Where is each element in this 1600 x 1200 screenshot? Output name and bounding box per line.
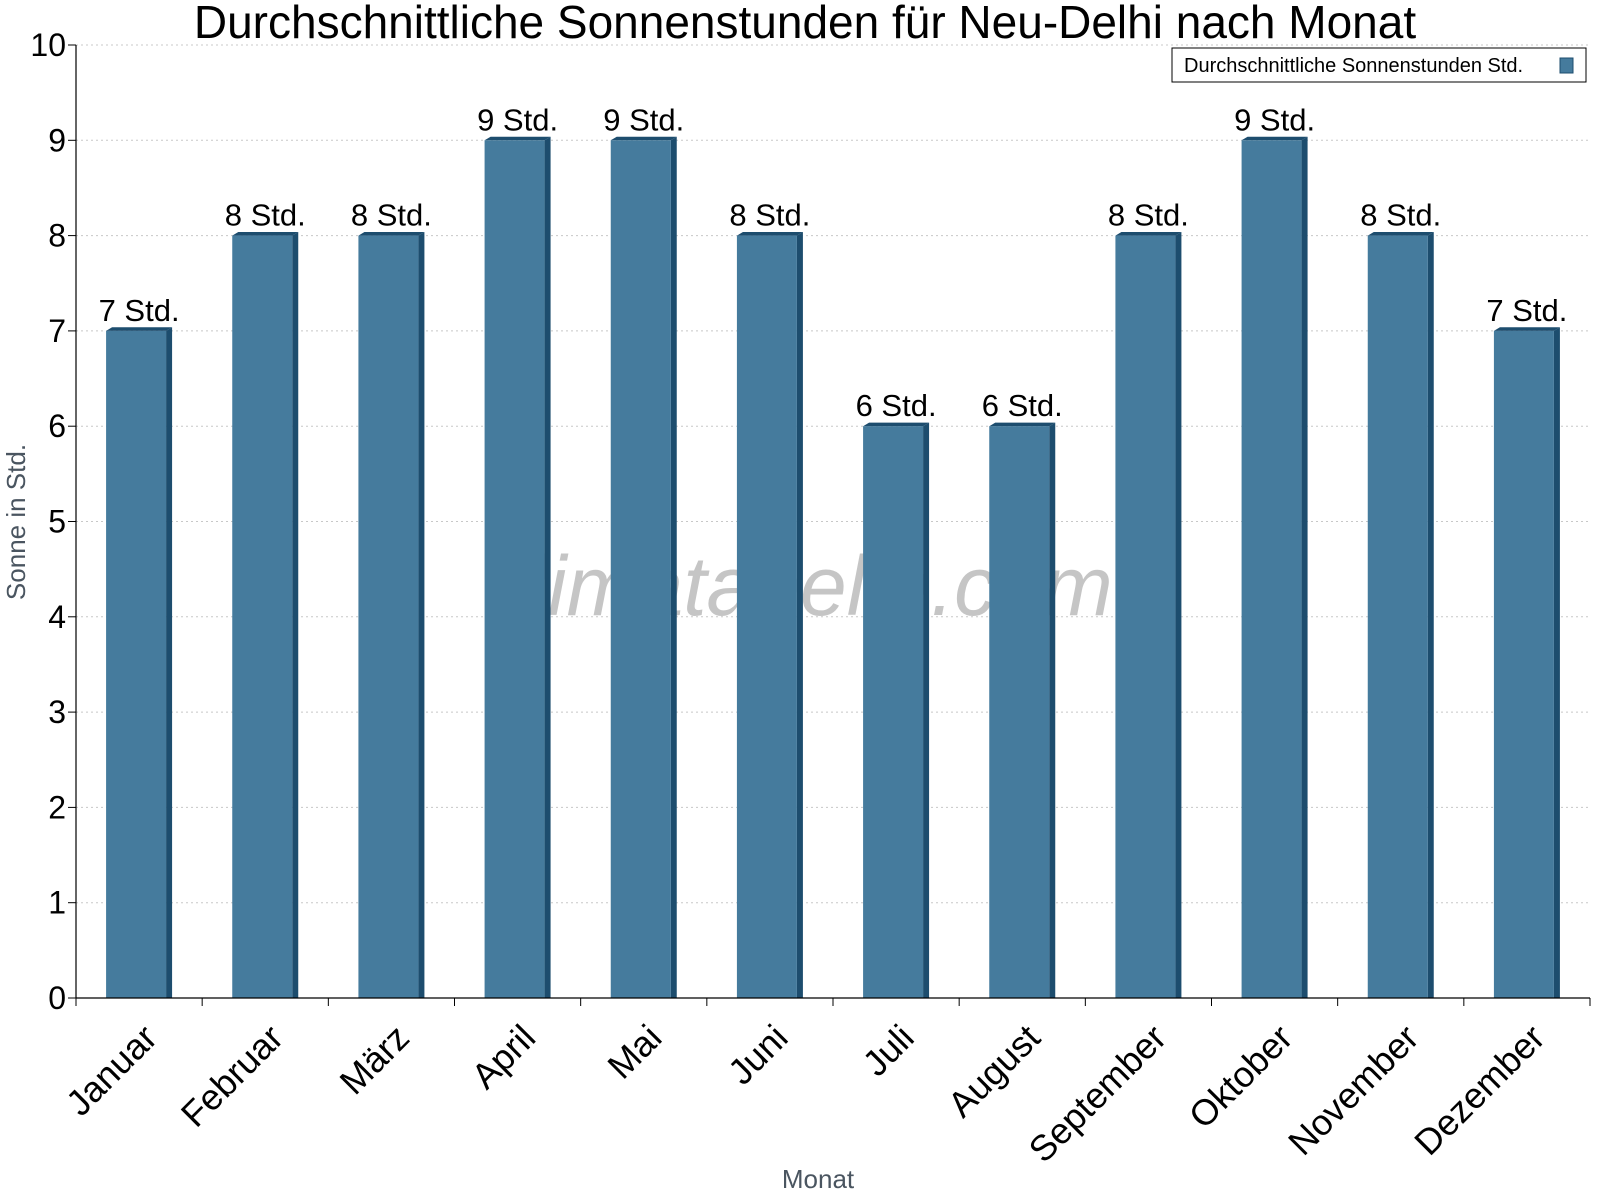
bar-top	[736, 232, 803, 236]
bar-märz	[358, 232, 425, 999]
bar-front	[1115, 235, 1176, 999]
bar-top	[989, 422, 1056, 427]
bar-top	[1115, 232, 1182, 236]
data-label-oktober: 9 Std.	[1234, 102, 1315, 137]
bar-side	[166, 327, 173, 998]
bar-front	[1367, 235, 1428, 999]
bar-top	[610, 136, 677, 141]
bar-dezember	[1493, 327, 1560, 998]
data-label-februar: 8 Std.	[225, 198, 306, 233]
bar-side	[418, 232, 425, 998]
data-label-september: 8 Std.	[1108, 198, 1189, 233]
bar-august	[989, 422, 1056, 999]
data-label-august: 6 Std.	[982, 388, 1063, 423]
y-tick-label: 1	[48, 885, 66, 921]
y-tick-label: 10	[30, 27, 66, 63]
bar-side	[1553, 327, 1560, 998]
legend-box	[1171, 47, 1587, 83]
bar-september	[1115, 232, 1182, 999]
data-label-juni: 8 Std.	[729, 198, 810, 233]
bar-front	[989, 426, 1050, 998]
bar-top	[484, 136, 551, 141]
bar-side	[796, 232, 803, 998]
bar-front	[610, 140, 671, 999]
bar-top	[106, 327, 173, 331]
bar-front	[1493, 330, 1554, 998]
bar-front	[1241, 140, 1302, 999]
data-label-april: 9 Std.	[477, 102, 558, 137]
bar-side	[1301, 136, 1308, 998]
bar-top	[1241, 136, 1308, 141]
bar-november	[1367, 232, 1434, 999]
bar-side	[292, 232, 299, 998]
y-tick-label: 0	[48, 980, 66, 1016]
y-tick-label: 4	[48, 599, 66, 635]
bar-top	[1367, 232, 1434, 236]
bar-front	[863, 426, 924, 998]
bar-front	[358, 235, 419, 999]
y-tick-label: 8	[48, 218, 66, 254]
bar-front	[106, 330, 167, 998]
bar-april	[484, 136, 551, 999]
y-tick-label: 6	[48, 408, 66, 444]
data-label-juli: 6 Std.	[856, 388, 937, 423]
bar-februar	[232, 232, 299, 999]
y-tick-label: 2	[48, 789, 66, 825]
data-labels: 7 Std. 8 Std. 8 Std. 9 Std. 9 Std. 8 Std. 6 St…	[99, 102, 1568, 423]
bar-side	[1175, 232, 1182, 998]
bars	[106, 136, 1560, 999]
y-tick-label: 7	[48, 313, 66, 349]
gridlines	[76, 44, 1590, 904]
y-axis-label: Sonne in Std.	[1, 444, 31, 600]
legend: Durchschnittliche Sonnenstunden Std.	[1171, 47, 1587, 83]
bar-oktober	[1241, 136, 1308, 999]
data-label-märz: 8 Std.	[351, 198, 432, 233]
bar-januar	[106, 327, 173, 998]
bar-side	[923, 422, 930, 999]
y-tick-label: 9	[48, 122, 66, 158]
legend-color-swatch	[1559, 57, 1574, 74]
bar-top	[1493, 327, 1560, 331]
legend-entry-label: Durchschnittliche Sonnenstunden Std.	[1184, 55, 1523, 77]
bar-top	[358, 232, 425, 236]
bar-side	[1427, 232, 1434, 998]
y-tick-label: 5	[48, 504, 66, 540]
bar-side	[670, 136, 677, 998]
data-label-januar: 7 Std.	[99, 293, 180, 328]
bar-side	[544, 136, 551, 998]
bar-front	[736, 235, 797, 999]
bar-top	[863, 422, 930, 427]
bar-front	[484, 140, 545, 999]
bar-side	[1049, 422, 1056, 999]
x-axis-label: Monat	[782, 1164, 855, 1194]
data-label-dezember: 7 Std.	[1486, 293, 1567, 328]
y-tick-label: 3	[48, 694, 66, 730]
bar-mai	[610, 136, 677, 999]
data-label-november: 8 Std.	[1360, 198, 1441, 233]
bar-juli	[863, 422, 930, 999]
bar-front	[232, 235, 293, 999]
bar-top	[232, 232, 299, 236]
bar-juni	[736, 232, 803, 999]
data-label-mai: 9 Std.	[603, 102, 684, 137]
chart-title: Durchschnittliche Sonnenstunden für Neu-…	[194, 0, 1416, 48]
